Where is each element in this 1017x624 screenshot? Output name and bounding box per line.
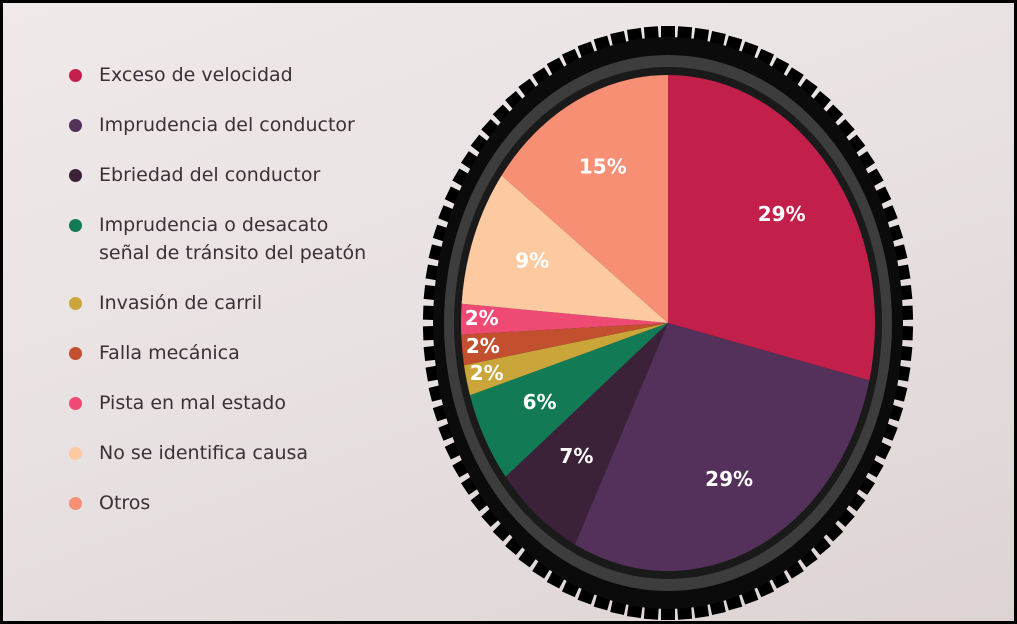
legend-label: Imprudencia o desacato señal de tránsito… (99, 214, 366, 264)
legend-item: No se identifica causa (69, 439, 366, 467)
legend-label: No se identifica causa (99, 442, 308, 464)
slice-label: 2% (470, 361, 504, 385)
legend-label: Exceso de velocidad (99, 64, 293, 86)
legend-label: Ebriedad del conductor (99, 164, 320, 186)
legend-item: Pista en mal estado (69, 389, 366, 417)
legend-label: Invasión de carril (99, 292, 262, 314)
slice-label: 6% (523, 390, 557, 414)
slice-label: 2% (466, 334, 500, 358)
legend-swatch (69, 397, 82, 410)
legend-item: Ebriedad del conductor (69, 161, 366, 189)
legend-label: Otros (99, 492, 150, 514)
infographic: 29% 29% 7% 6% 2% 2% 2% 9% 15% Exceso de velocida… (0, 0, 1017, 624)
slice-label: 2% (465, 306, 499, 330)
legend-swatch (69, 497, 82, 510)
legend-item: Imprudencia del conductor (69, 111, 366, 139)
legend-label: Pista en mal estado (99, 392, 286, 414)
legend-label: Falla mecánica (99, 342, 240, 364)
legend-swatch (69, 347, 82, 360)
legend-item: Invasión de carril (69, 289, 366, 317)
legend-swatch (69, 297, 82, 310)
legend-swatch (69, 119, 82, 132)
legend-item: Imprudencia o desacato señal de tránsito… (69, 211, 366, 267)
pie: 29% 29% 7% 6% 2% 2% 2% 9% 15% (461, 75, 875, 571)
legend-swatch (69, 69, 82, 82)
legend-swatch (69, 447, 82, 460)
slice-label: 29% (758, 202, 806, 226)
legend-item: Otros (69, 489, 366, 517)
legend-label: Imprudencia del conductor (99, 114, 355, 136)
slice-label: 29% (705, 467, 753, 491)
legend-item: Exceso de velocidad (69, 61, 366, 89)
slice-label: 15% (579, 154, 627, 178)
legend: Exceso de velocidad Imprudencia del condu… (69, 61, 366, 539)
legend-item: Falla mecánica (69, 339, 366, 367)
legend-swatch (69, 169, 82, 182)
legend-swatch (69, 219, 82, 232)
slice-label: 9% (515, 249, 549, 273)
slice-label: 7% (559, 444, 593, 468)
